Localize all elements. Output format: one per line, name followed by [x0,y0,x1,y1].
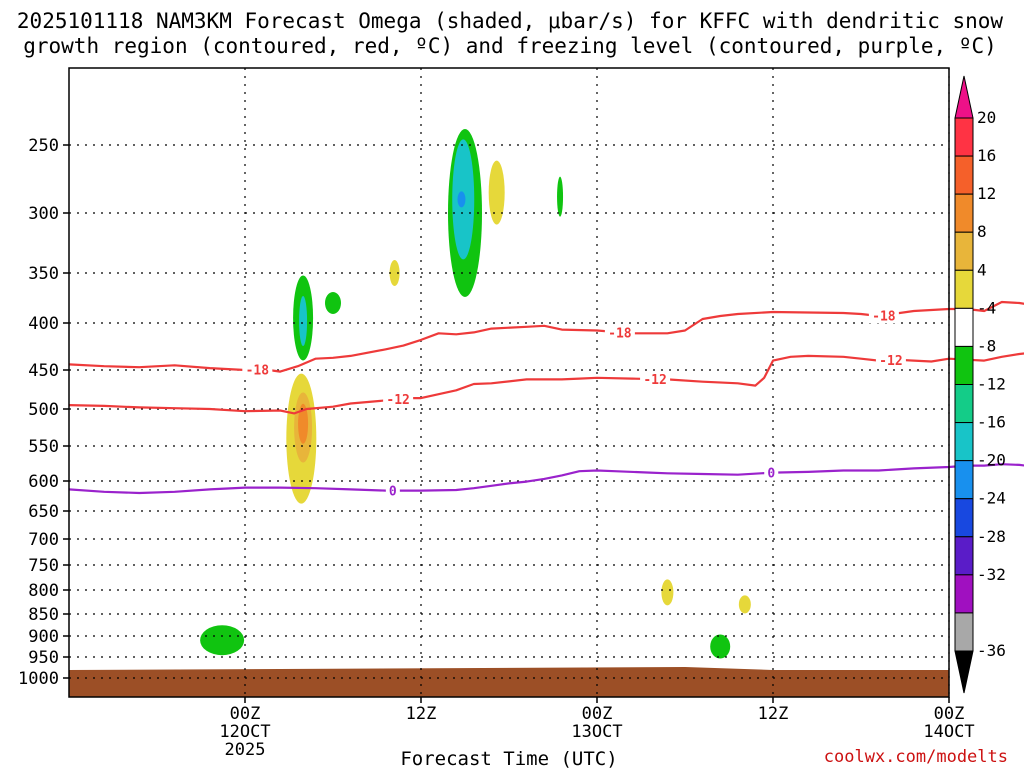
colorbar-swatch-6 [954,345,974,385]
omega-region-13 [661,579,674,606]
y-tick-label-350: 350 [28,264,59,284]
omega-region-1 [299,296,308,346]
contour-label-bg--18-1 [604,324,635,341]
colorbar-swatch-13 [954,612,974,652]
colorbar-swatch-8 [954,422,974,462]
contour-label-bg--12-1 [640,371,671,388]
colorbar-top-arrow [954,75,974,119]
y-tick-label-800: 800 [28,581,59,601]
colorbar-label-3: 8 [977,222,987,241]
colorbar-swatch-7 [954,384,974,424]
chart-title-line2: growth region (contoured, red, ºC) and f… [23,34,997,58]
y-tick-label-550: 550 [28,437,59,457]
contour-label--18-2: -18 [872,309,896,324]
grid-lines [69,68,950,697]
x-axis-label: Forecast Time (UTC) [400,748,617,768]
omega-region-11 [298,403,309,444]
contour-label-0-1: 0 [767,467,775,482]
y-tick-label-600: 600 [28,472,59,492]
contour-label-bg-0-1 [764,464,779,481]
terrain-fill [69,667,949,697]
x-tick-label-40-1: 14OCT [923,722,974,742]
colorbar-label-9: -20 [977,451,1006,470]
contour-label-bg-0-0 [385,482,400,499]
colorbar-label-1: 16 [977,146,996,165]
colorbar-label-5: -4 [977,298,996,317]
omega-region-8 [557,176,564,217]
contour-label--18-1: -18 [608,326,632,341]
contour-label-bg--12-0 [383,390,414,407]
omega-region-2 [325,292,341,314]
colorbar-label-8: -16 [977,413,1006,432]
x-tick-label-0-2: 2025 [225,740,266,760]
y-tick-label-450: 450 [28,361,59,381]
colorbar-swatch-5 [954,307,974,347]
contour-label-bg--18-0 [242,361,273,378]
chart-title-line1: 2025101118 NAM3KM Forecast Omega (shaded… [17,9,1004,33]
contour-label-bg--18-2 [868,307,899,324]
colorbar-label-11: -28 [977,527,1006,546]
omega-shading [200,129,751,659]
colorbar-swatch-12 [954,574,974,614]
colorbar-label-12: -32 [977,565,1006,584]
colorbar-label-6: -8 [977,336,996,355]
colorbar-swatch-0 [954,117,974,157]
temperature-contours: -18 -18 -18 -12 -12 -12 0 0 [68,300,1024,500]
x-tick-label-40-0: 00Z [934,704,965,724]
y-tick-label-700: 700 [28,530,59,550]
colorbar-swatch-3 [954,231,974,271]
y-tick-label-400: 400 [28,314,59,334]
x-tick-label-0-1: 12OCT [219,722,270,742]
colorbar-bottom-arrow [954,650,974,694]
contour-label--18-0: -18 [246,363,270,378]
y-tick-label-950: 950 [28,648,59,668]
colorbar-swatch-10 [954,498,974,538]
colorbar-swatch-11 [954,536,974,576]
colorbar-swatch-1 [954,155,974,195]
terrain-area [69,667,949,697]
colorbar-label-10: -24 [977,489,1006,508]
colorbar-label-13: -36 [977,641,1006,660]
x-tick-label-20-1: 13OCT [571,722,622,742]
colorbar-label-4: 4 [977,260,987,279]
y-tick-label-300: 300 [28,204,59,224]
x-tick-label-0-0: 00Z [230,704,261,724]
omega-region-12 [200,625,245,656]
colorbar-swatch-4 [954,269,974,309]
colorbar-label-0: 20 [977,108,996,127]
x-tick-label-20-0: 00Z [582,704,613,724]
x-tick-label-10-0: 12Z [406,704,437,724]
contour-label--12-0: -12 [386,393,409,408]
credit-text: coolwx.com/modelts [824,747,1008,767]
y-tick-label-250: 250 [28,136,59,156]
omega-region-3 [389,260,400,286]
y-tick-label-750: 750 [28,556,59,576]
contour-label-bg--12-2 [875,351,906,368]
y-tick-label-650: 650 [28,502,59,522]
contour-label--12-1: -12 [643,373,666,388]
colorbar-swatch-2 [954,193,974,233]
contour-label-0-0: 0 [389,485,397,500]
omega-region-7 [488,160,505,225]
contour-line--12 [68,352,1024,415]
omega-region-15 [738,595,751,614]
y-tick-label-1000: 1000 [18,669,59,689]
plot-area: -18 -18 -18 -12 -12 -12 0 0 [68,67,1024,698]
colorbar: 20 16 12 8 4 -4 -8 -12 -16 -20 -24 -28 -32 -36 [954,75,1006,694]
x-tick-label-30-0: 12Z [758,704,789,724]
omega-region-14 [710,634,731,659]
colorbar-swatch-9 [954,460,974,500]
y-tick-label-850: 850 [28,605,59,625]
colorbar-label-2: 12 [977,184,996,203]
y-axis: 2503003504004505005506006507007508008509… [18,136,69,689]
y-tick-label-500: 500 [28,400,59,420]
contour-label--12-2: -12 [879,354,902,369]
plot-frame [68,67,950,698]
omega-region-6 [457,191,466,208]
y-tick-label-900: 900 [28,627,59,647]
colorbar-label-7: -12 [977,375,1006,394]
contour-line-0 [68,463,1024,495]
